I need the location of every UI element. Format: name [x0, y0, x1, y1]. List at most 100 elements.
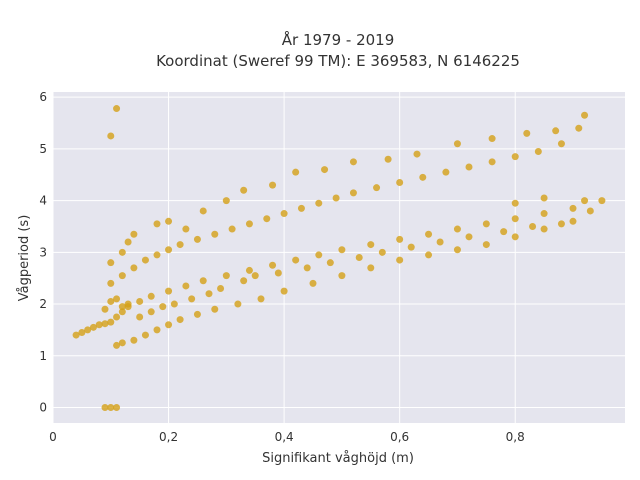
data-point [118, 303, 126, 311]
data-point [118, 308, 126, 316]
y-tick-label: 6 [39, 90, 47, 104]
data-point [425, 230, 433, 238]
data-point [373, 184, 381, 192]
data-point [540, 225, 548, 233]
data-point [419, 173, 427, 181]
data-point [159, 303, 167, 311]
data-point [482, 241, 490, 249]
data-point [315, 251, 323, 259]
data-point [222, 272, 230, 280]
data-point [118, 272, 126, 280]
data-point [211, 230, 219, 238]
data-point [130, 336, 138, 344]
data-point [581, 197, 589, 205]
data-point [141, 256, 149, 264]
data-point [581, 111, 589, 119]
data-point [488, 158, 496, 166]
grid-lines [52, 92, 625, 423]
data-point [425, 251, 433, 259]
data-point [153, 251, 161, 259]
data-point [165, 246, 173, 254]
data-point [488, 135, 496, 143]
data-point [113, 403, 121, 411]
data-point [107, 132, 115, 140]
data-points [72, 105, 606, 411]
data-point [557, 140, 565, 148]
data-point [269, 261, 277, 269]
data-point [107, 297, 115, 305]
data-point [274, 269, 282, 277]
data-point [309, 279, 317, 287]
data-point [118, 248, 126, 256]
data-point [205, 290, 213, 298]
data-point [453, 246, 461, 254]
chart-title-line-1: År 1979 - 2019 [282, 30, 395, 49]
data-point [72, 331, 80, 339]
data-point [228, 225, 236, 233]
data-point [396, 235, 404, 243]
data-point [193, 235, 201, 243]
data-point [511, 215, 519, 223]
data-point [257, 295, 265, 303]
data-point [269, 181, 277, 189]
data-point [280, 287, 288, 295]
data-point [263, 215, 271, 223]
data-point [217, 285, 225, 293]
data-point [465, 163, 473, 171]
x-tick-label: 0 [49, 430, 57, 444]
data-point [500, 228, 508, 236]
data-point [355, 254, 363, 261]
y-tick-label: 0 [39, 400, 47, 414]
data-point [569, 204, 577, 212]
data-point [586, 207, 594, 215]
data-point [453, 140, 461, 148]
data-point [407, 243, 415, 251]
data-point [101, 305, 109, 313]
data-point [569, 217, 577, 225]
data-point [113, 105, 121, 113]
data-point [222, 197, 230, 205]
data-point [107, 318, 115, 326]
data-point [124, 238, 132, 246]
data-point [107, 279, 115, 287]
data-point [349, 158, 357, 166]
data-point [165, 321, 173, 329]
data-point [338, 272, 346, 280]
data-point [170, 300, 178, 308]
data-point [199, 207, 207, 215]
data-point [529, 222, 537, 230]
data-point [292, 168, 300, 176]
data-point [396, 179, 404, 187]
data-point [101, 403, 109, 411]
data-point [78, 328, 86, 336]
data-point [349, 189, 357, 197]
data-point [182, 225, 190, 233]
y-axis-label: Vågperiod (s) [17, 215, 32, 302]
data-point [211, 305, 219, 313]
data-point [240, 277, 248, 285]
data-point [245, 220, 253, 228]
x-tick-label: 0,8 [506, 430, 525, 444]
data-point [153, 220, 161, 228]
data-point [511, 199, 519, 207]
data-point [84, 326, 92, 334]
data-point [338, 246, 346, 254]
data-point [598, 197, 606, 205]
data-point [95, 321, 103, 329]
data-point [511, 153, 519, 161]
x-tick-label: 0,6 [390, 430, 409, 444]
data-point [107, 403, 115, 411]
data-point [378, 248, 386, 256]
data-point [436, 238, 444, 246]
data-point [130, 230, 138, 238]
data-point [280, 210, 288, 218]
data-point [297, 204, 305, 212]
data-point [153, 326, 161, 334]
data-point [240, 186, 248, 194]
data-point [442, 168, 450, 176]
data-point [165, 217, 173, 225]
chart-title-line-2: Koordinat (Sweref 99 TM): E 369583, N 61… [156, 52, 520, 70]
data-point [113, 295, 121, 303]
x-tick-label: 0,4 [275, 430, 294, 444]
